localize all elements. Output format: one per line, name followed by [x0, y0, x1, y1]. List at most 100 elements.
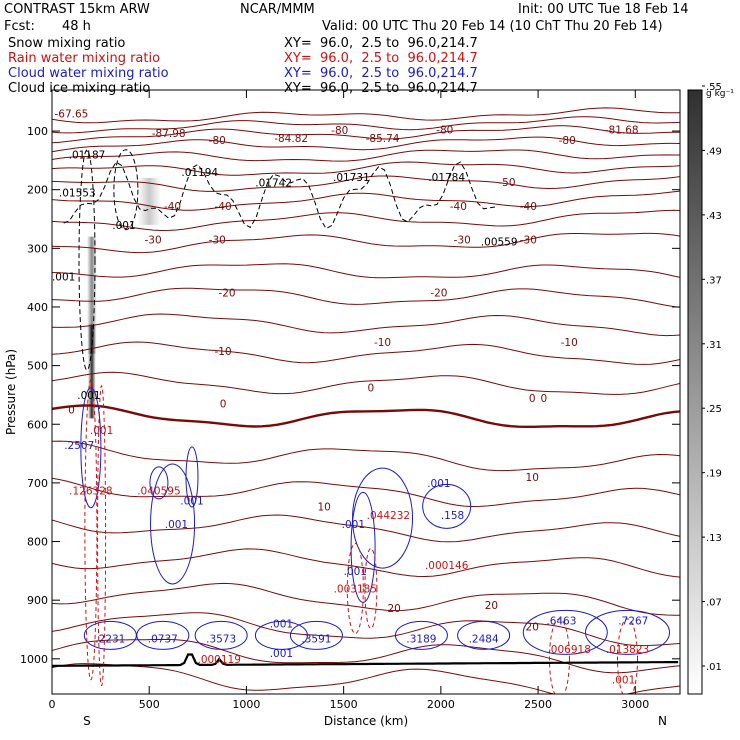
- y-axis-title: Pressure (hPa): [4, 349, 18, 435]
- colorbar-label: .19: [706, 469, 722, 480]
- temperature-contour-label: -20: [218, 287, 235, 299]
- x-tick-label: 500: [139, 698, 160, 711]
- rain-water-contour: [617, 618, 639, 694]
- x-tick-label: 1000: [232, 698, 260, 711]
- temperature-contour-label: -80: [209, 135, 226, 147]
- cloud-max-label: .2507: [64, 440, 94, 452]
- y-tick-label: 500: [27, 360, 48, 373]
- temperature-contour: [52, 371, 680, 395]
- temperature-contour-label: -84.82: [274, 133, 308, 145]
- temperature-contour: [52, 287, 680, 308]
- temperature-contour: [52, 514, 680, 543]
- snow-max-label: .001: [112, 220, 135, 232]
- rain-water-contour: [84, 379, 98, 681]
- rain-max-label: .040595: [137, 486, 180, 498]
- rain-max-label: .013823: [606, 644, 649, 656]
- y-tick-label: 600: [27, 418, 48, 431]
- zero-isotherm: [52, 404, 680, 428]
- colorbar-label: .25: [706, 404, 722, 415]
- temperature-contour: [52, 209, 680, 232]
- colorbar-label: .01: [706, 662, 722, 673]
- temperature-contour-label: 0: [68, 405, 75, 417]
- temperature-contour-label: -40: [164, 201, 181, 213]
- rain-water-contour: [548, 618, 570, 694]
- temperature-contour-label: -87.98: [152, 128, 186, 140]
- temperature-contour-label: -30: [454, 235, 471, 247]
- center-label: NCAR/MMM: [240, 2, 315, 17]
- snow-max-label: .01742: [255, 178, 292, 190]
- field-name-rain: Rain water mixing ratio: [8, 51, 161, 66]
- terrain-line: [52, 653, 679, 667]
- colorbar-label: .31: [706, 340, 722, 351]
- rain-max-label: .001: [612, 674, 635, 686]
- cloud-max-label: .001: [180, 495, 203, 507]
- snow-max-label: .01553: [59, 188, 96, 200]
- y-tick-label: 200: [27, 184, 48, 197]
- cloud-max-label: .001: [427, 478, 450, 490]
- temperature-contour: [52, 175, 680, 192]
- plot-frame: [51, 89, 681, 695]
- temperature-contour-label: -81.68: [605, 124, 639, 136]
- temperature-contour: [52, 136, 680, 153]
- cloud-max-label: .001: [342, 519, 365, 531]
- field-xy-ice: XY= 96.0, 2.5 to 96.0,214.7: [284, 81, 478, 96]
- rain-max-label: .000119: [197, 654, 240, 666]
- temperature-contour-label: 20: [485, 600, 498, 612]
- temperature-contour: [52, 477, 680, 508]
- cloud-water-contour: [350, 491, 376, 603]
- cloud-max-label: .3573: [206, 633, 236, 645]
- x-tick-label: 2500: [524, 698, 552, 711]
- rain-max-label: .003185: [334, 583, 377, 595]
- colorbar-label: .49: [706, 146, 722, 157]
- colorbar-label: .07: [706, 598, 722, 609]
- temperature-contour-label: 10: [526, 472, 539, 484]
- snow-shading-core: [87, 324, 96, 419]
- temperature-contour-label: -30: [145, 235, 162, 247]
- temperature-contour: [52, 440, 680, 472]
- fcst-value: 48 h: [62, 19, 91, 34]
- colorbar-label: .13: [706, 533, 722, 544]
- cloud-max-label: .001: [270, 648, 293, 660]
- snow-max-label: .001: [52, 271, 75, 283]
- snow-shading-upper: [86, 236, 97, 354]
- x-tick-label: 0: [49, 698, 56, 711]
- x-tick-label: 1500: [330, 698, 358, 711]
- snow-shading-faint: [137, 177, 161, 225]
- temperature-contour-label: 20: [388, 603, 401, 615]
- temperature-contour: [52, 232, 680, 254]
- cloud-max-label: .6463: [546, 616, 576, 628]
- init-time: Init: 00 UTC Tue 18 Feb 14: [518, 2, 689, 17]
- colorbar-label: .37: [706, 275, 722, 286]
- rain-water-contour: [346, 542, 364, 634]
- temperature-contour-label: 10: [318, 501, 331, 513]
- valid-time: Valid: 00 UTC Thu 20 Feb 14 (10 ChT Thu …: [322, 19, 663, 34]
- x-tick-label: 2000: [427, 698, 455, 711]
- north-label: N: [658, 714, 667, 728]
- temperature-contour: [52, 341, 680, 365]
- cloud-water-contour: [149, 466, 169, 500]
- cloud-water-contour: [422, 483, 472, 529]
- temperature-contour-label: 0: [368, 382, 375, 394]
- temperature-contour: [52, 116, 680, 134]
- snow-max-label: .00559: [481, 236, 518, 248]
- field-name-snow: Snow mixing ratio: [8, 36, 126, 51]
- temperature-contour-label: -20: [430, 287, 447, 299]
- field-name-cloud: Cloud water mixing ratio: [8, 66, 169, 81]
- cloud-water-contour: [289, 620, 343, 650]
- rain-max-label: .000146: [425, 560, 469, 572]
- temperature-contour-label: 20: [526, 622, 539, 634]
- temperature-contour-label: -30: [520, 235, 537, 247]
- cloud-water-contour: [522, 609, 608, 655]
- temperature-contour-label: -10: [561, 337, 578, 349]
- snow-max-label: .01731: [333, 172, 370, 184]
- cloud-max-label: .001: [344, 566, 367, 578]
- cloud-water-contour: [194, 620, 248, 650]
- temperature-contour-label: 0: [220, 399, 227, 411]
- snow-contour: [78, 149, 96, 371]
- south-label: S: [83, 714, 91, 728]
- temperature-contour-label: -40: [215, 201, 232, 213]
- y-tick-label: 100: [27, 125, 48, 138]
- cloud-water-contour: [394, 620, 448, 650]
- temperature-contour: [52, 663, 680, 694]
- cloud-max-label: .3189: [406, 633, 436, 645]
